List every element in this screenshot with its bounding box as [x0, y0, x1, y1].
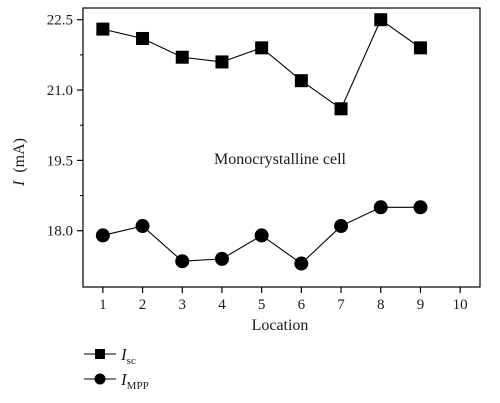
- data-point-square: [175, 50, 189, 64]
- y-tick-label: 22.5: [47, 13, 73, 29]
- legend-label: Isc: [120, 345, 136, 367]
- x-axis-title: Location: [252, 317, 309, 334]
- series-layer: [95, 13, 428, 271]
- x-tick-label: 10: [453, 297, 468, 313]
- data-point-square: [294, 74, 308, 88]
- data-point-square: [215, 55, 229, 69]
- chart-annotation: Monocrystalline cell: [214, 151, 347, 168]
- x-tick-label: 4: [218, 297, 226, 313]
- x-tick-label: 6: [298, 297, 306, 313]
- data-point-circle: [214, 251, 229, 266]
- x-tick-label: 2: [139, 297, 147, 313]
- y-axis-ticks: 18.0 19.5 21.0 22.5: [47, 13, 83, 240]
- x-tick-label: 5: [258, 297, 266, 313]
- data-point-circle: [373, 200, 388, 215]
- data-point-circle: [413, 200, 428, 215]
- data-point-square: [374, 13, 388, 27]
- y-tick-label: 19.5: [47, 153, 73, 169]
- y-axis-title: I (mA): [11, 138, 28, 187]
- data-point-square: [136, 31, 150, 45]
- x-tick-label: 1: [99, 297, 107, 313]
- data-point-square: [334, 102, 348, 116]
- x-tick-label: 9: [417, 297, 425, 313]
- data-point-circle: [334, 219, 349, 234]
- data-point-circle: [135, 219, 150, 234]
- plot-frame: [82, 7, 481, 288]
- data-point-square: [255, 41, 269, 55]
- legend-label-subscript: MPP: [127, 380, 149, 392]
- x-tick-label: 3: [179, 297, 187, 313]
- series-line-square: [102, 18, 421, 110]
- x-axis-ticks: 1 2 3 4 5 6 7 8 9 10: [99, 287, 468, 313]
- y-tick-label: 21.0: [47, 83, 73, 99]
- y-axis-title-unit: (mA): [11, 138, 28, 173]
- legend-label: IMPP: [120, 370, 149, 392]
- plot-area: [82, 7, 481, 288]
- legend-label-symbol: I: [120, 345, 128, 364]
- data-point-circle: [175, 254, 190, 269]
- data-point-circle: [254, 228, 269, 243]
- legend-marker-circle: [94, 373, 106, 385]
- x-tick-label: 7: [337, 297, 345, 313]
- x-tick-label: 8: [377, 297, 385, 313]
- data-point-circle: [294, 256, 309, 271]
- y-tick-label: 18.0: [47, 224, 73, 240]
- legend-marker-square: [95, 349, 105, 359]
- legend-label-subscript: sc: [127, 355, 136, 367]
- data-point-square: [96, 22, 110, 36]
- legend-label-symbol: I: [120, 370, 128, 389]
- y-axis-title-symbol: I: [11, 180, 28, 187]
- data-point-square: [413, 41, 427, 55]
- data-point-circle: [95, 228, 110, 243]
